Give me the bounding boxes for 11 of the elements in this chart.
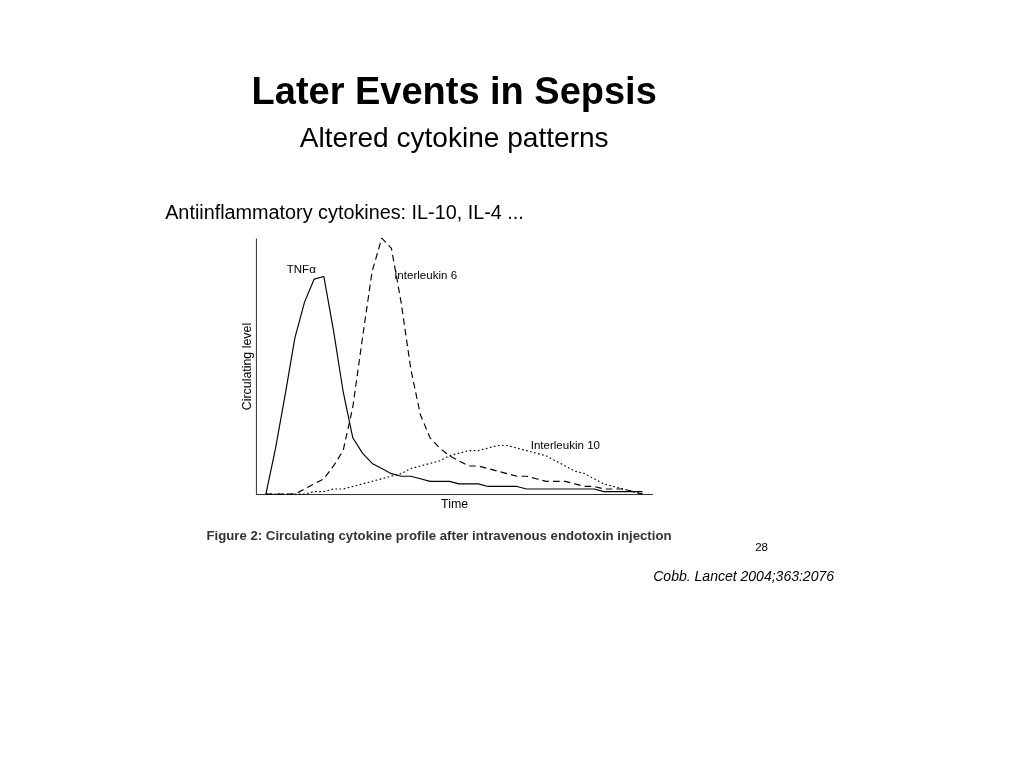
- chart-subtitle: Altered cytokine patterns: [299, 122, 609, 154]
- chart-title: Later Events in Sepsis: [251, 69, 657, 112]
- y-axis-title: Circulating level: [239, 322, 254, 411]
- text: Cobb. Lancet 2004;363:2076: [653, 567, 835, 584]
- series-label: TNFα: [286, 263, 317, 276]
- caption: Figure 2: Circulating cytokine profile after intravenous endotoxin injection: [206, 527, 672, 543]
- series-label: Interleukin 6: [394, 268, 458, 281]
- text: 28: [755, 541, 768, 554]
- text: Antiinflammatory cytokines: IL-10, IL-4 ...: [165, 201, 524, 224]
- series-label: Interleukin 10: [530, 438, 600, 451]
- x-axis-title: Time: [441, 496, 469, 511]
